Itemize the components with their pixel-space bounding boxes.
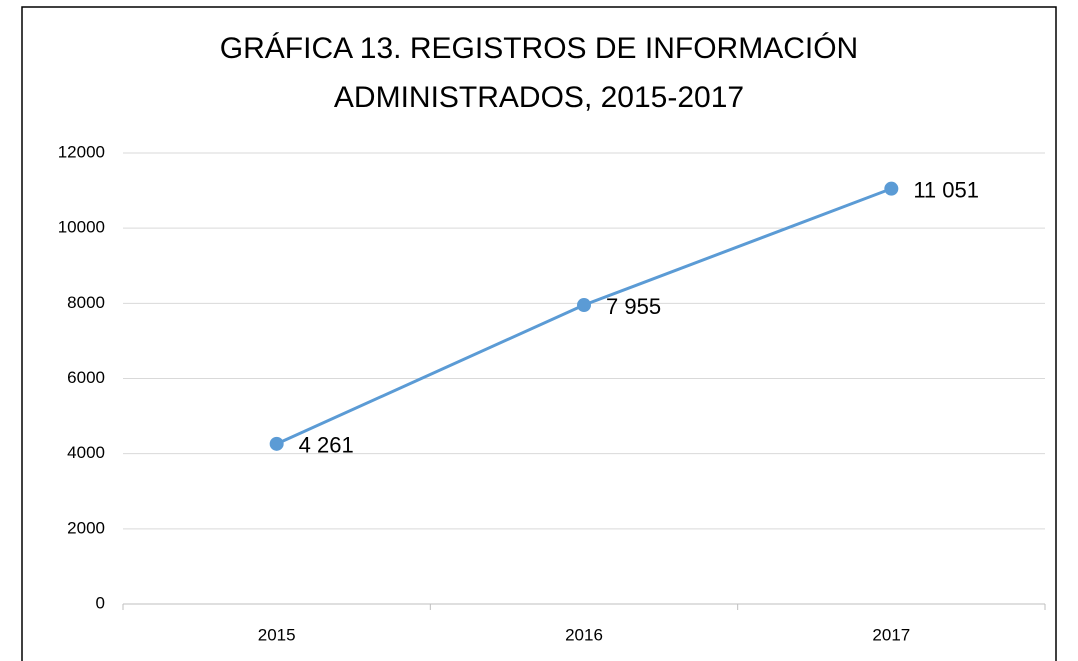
y-tick-label: 8000 [67,293,105,312]
chart-title: ADMINISTRADOS, 2015-2017 [334,81,744,114]
y-tick-label: 0 [96,593,105,612]
y-tick-label: 2000 [67,518,105,537]
data-point [884,181,899,196]
data-label: 7 955 [606,294,661,319]
data-point [577,298,591,313]
y-tick-label: 6000 [67,368,105,387]
x-tick-label: 2016 [565,625,603,644]
y-tick-label: 4000 [67,443,105,462]
y-tick-label: 10000 [58,218,105,237]
data-line [276,187,892,446]
chart-border [21,6,1057,661]
chart-title: GRÁFICA 13. REGISTROS DE INFORMACIÓN [220,32,858,65]
y-tick-label: 12000 [58,142,105,161]
data-label: 11 051 [913,177,979,202]
data-point [269,436,284,451]
x-tick-label: 2015 [258,625,296,644]
data-label: 4 261 [299,433,354,458]
x-tick-label: 2017 [872,625,910,644]
